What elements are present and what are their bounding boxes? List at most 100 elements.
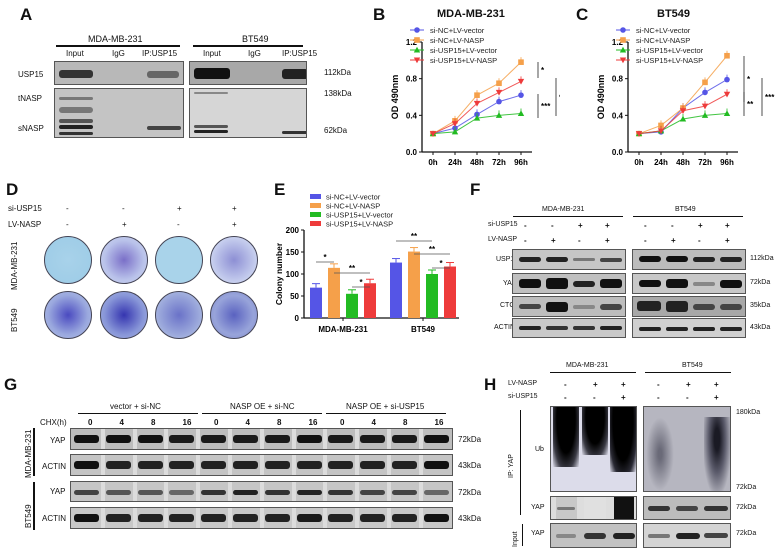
line-chart-mda: 0.0 0.4 0.8 1.2 0h 24h 48h 72h 96h OD 490nm si-NC+…	[390, 26, 560, 167]
svg-text:100: 100	[286, 270, 300, 279]
panel-f-row-usp15: USP15	[496, 256, 519, 263]
panel-a-cellline-2: BT549	[242, 34, 269, 44]
svg-text:0h: 0h	[428, 158, 437, 167]
svg-text:0.4: 0.4	[406, 111, 418, 120]
svg-text:si-NC+LV-vector: si-NC+LV-vector	[326, 193, 381, 202]
svg-text:*: *	[323, 253, 327, 262]
panel-h-mw-72-yap: 72kDa	[736, 504, 757, 511]
panel-f-cellline-1-bar	[513, 216, 623, 217]
panel-a-lane-input-2: Input	[203, 49, 221, 58]
panel-h-blot-input-bt	[643, 523, 731, 548]
panel-a-row-snasp: sNASP	[18, 124, 44, 133]
panel-a-blot-nasp-mda	[54, 88, 184, 138]
panel-h-mw-72-ub: 72kDa	[736, 484, 757, 491]
panel-f-blot-actin-bt	[632, 318, 746, 338]
svg-text:BT549: BT549	[411, 325, 436, 334]
panel-f-cellline-2: BT549	[675, 206, 696, 213]
panel-f-cellline-1: MDA-MB-231	[542, 206, 585, 213]
panel-d-lv-2: +	[122, 220, 127, 229]
panel-g-cellline-mda: MDA-MB-231	[24, 429, 33, 478]
panel-a-mw-112: 112kDa	[324, 68, 351, 77]
panel-d-row-mda: MDA-MB-231	[10, 241, 19, 290]
panel-a-cellline-1: MDA-MB-231	[88, 34, 143, 44]
panel-a-cellline-2-bar	[193, 45, 303, 47]
panel-d-si-4: +	[232, 204, 237, 213]
line-chart-bt549: 0.0 0.4 0.8 1.2 0h 24h 48h 72h 96h OD 490nm si-NC+…	[596, 26, 775, 167]
panel-h-cond-si_usp15-1: -	[593, 393, 596, 402]
panel-h-row-ub: Ub	[535, 446, 544, 453]
svg-text:150: 150	[286, 248, 300, 257]
svg-text:96h: 96h	[720, 158, 734, 167]
panel-g-blot-actin-mda	[70, 454, 453, 476]
svg-text:96h: 96h	[514, 158, 528, 167]
panel-g-time-9: 4	[371, 418, 376, 427]
panel-f-mw-35: 35kDa	[750, 302, 771, 309]
panel-d-row-bt: BT549	[10, 308, 19, 332]
svg-text:si-USP15+LV-NASP: si-USP15+LV-NASP	[636, 56, 703, 65]
panel-h-row-yap-input: YAP	[531, 530, 545, 537]
panel-g-group-3: NASP OE + si-USP15	[346, 402, 425, 411]
panel-f-cond-lv_nasp-7: +	[725, 236, 730, 245]
panel-h-input-bracket	[522, 524, 523, 546]
panel-f-label: F	[470, 180, 481, 199]
panel-d-si-3: +	[177, 204, 182, 213]
svg-text:si-USP15+LV-NASP: si-USP15+LV-NASP	[326, 220, 393, 229]
panel-f-blot-usp15-mda	[512, 249, 626, 270]
panel-h-blot-ub-mda	[550, 406, 637, 492]
svg-text:***: ***	[765, 93, 775, 102]
panel-a-lane-ip: IP:USP15	[142, 49, 178, 58]
colony-dish-bt-4	[210, 291, 258, 339]
svg-text:Colony number: Colony number	[274, 242, 284, 305]
panel-f-blot-yap-mda	[512, 273, 626, 294]
panel-f-cond-lv_nasp-5: +	[671, 236, 676, 245]
svg-text:24h: 24h	[654, 158, 668, 167]
panel-d-lv-nasp-label: LV-NASP	[8, 220, 42, 229]
colony-dish-bt-1	[44, 291, 92, 339]
panel-h-si-label: si-USP15	[508, 393, 538, 400]
svg-text:200: 200	[286, 226, 300, 235]
panel-g-time-10: 8	[403, 418, 408, 427]
panel-f-cond-lv_nasp-4: -	[644, 236, 647, 245]
panel-f-blot-yap-bt	[632, 273, 746, 294]
panel-g-cellline-bt: BT549	[24, 504, 33, 528]
svg-text:***: ***	[559, 93, 560, 102]
svg-text:1.2: 1.2	[406, 38, 418, 47]
svg-text:si-NC+LV-NASP: si-NC+LV-NASP	[326, 202, 380, 211]
svg-text:*: *	[541, 66, 545, 75]
panel-f-cond-si_usp15-4: -	[644, 221, 647, 230]
colony-dish-bt-2	[100, 291, 148, 339]
svg-text:si-USP15+LV-vector: si-USP15+LV-vector	[430, 46, 498, 55]
svg-text:24h: 24h	[448, 158, 462, 167]
colony-dish-mda-3	[155, 236, 203, 284]
panel-f-cellline-2-bar	[633, 216, 743, 217]
panel-a-label: A	[20, 5, 33, 24]
panel-g-mda-bracket	[33, 428, 35, 476]
panel-a-mw-138: 138kDa	[324, 89, 352, 98]
panel-f-lv-label: LV-NASP	[488, 236, 518, 243]
svg-text:**: **	[349, 264, 356, 273]
panel-d-si-2: -	[122, 204, 125, 213]
panel-f-mw-43: 43kDa	[750, 324, 771, 331]
panel-h-cellline-2: BT549	[682, 362, 703, 369]
panel-g-mw-43-mda: 43kDa	[458, 461, 482, 470]
panel-f-blot-ctgf-bt	[632, 296, 746, 317]
panel-h-cond-lv_nasp-1: +	[593, 380, 598, 389]
panel-g-row-yap-mda: YAP	[50, 436, 66, 445]
panel-a-blot-usp15-bt	[189, 61, 307, 85]
svg-text:OD 490nm: OD 490nm	[390, 75, 400, 120]
panel-h-cond-si_usp15-3: -	[657, 393, 660, 402]
colony-dish-mda-1	[44, 236, 92, 284]
panel-g-blot-actin-bt	[70, 507, 453, 529]
svg-text:**: **	[429, 245, 436, 254]
panel-a-blot-usp15-mda	[54, 61, 184, 85]
panel-g-bt-bracket	[33, 482, 35, 530]
svg-text:48h: 48h	[676, 158, 690, 167]
panel-a-blot-nasp-bt	[189, 88, 307, 138]
svg-text:si-NC+LV-NASP: si-NC+LV-NASP	[636, 36, 690, 45]
panel-h-cellline-1: MDA-MB-231	[566, 362, 609, 369]
panel-g-blot-yap-bt	[70, 481, 453, 502]
panel-g-row-yap-bt: YAP	[50, 487, 66, 496]
panel-h-cond-lv_nasp-3: -	[657, 380, 660, 389]
panel-h-blot-input-mda	[550, 523, 637, 548]
